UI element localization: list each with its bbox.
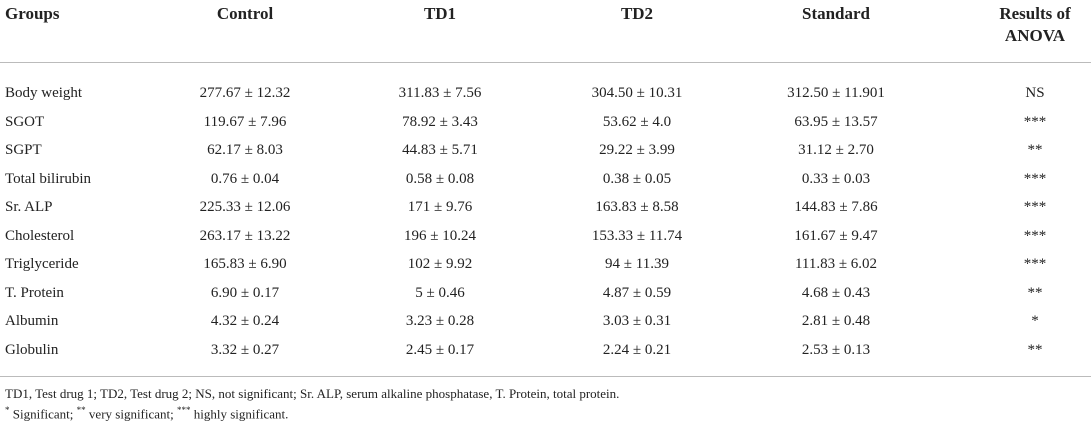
table-cell: NS <box>1025 85 1045 101</box>
row-label: Cholesterol <box>5 227 75 244</box>
table-cell: 2.53 ± 0.13 <box>801 341 871 358</box>
table-cell: 163.83 ± 8.58 <box>595 199 679 215</box>
table-cell: 4.87 ± 0.59 <box>602 284 672 301</box>
row-label: Total bilirubin <box>5 170 92 187</box>
footnote: TD1, Test drug 1; TD2, Test drug 2; NS, … <box>5 386 620 401</box>
table-cell: 312.50 ± 11.901 <box>787 85 885 101</box>
table-cell: 3.03 ± 0.31 <box>602 313 672 329</box>
table-cell: 62.17 ± 8.03 <box>207 142 283 158</box>
table-cell: 102 ± 9.92 <box>407 256 473 272</box>
significance-text: highly significant. <box>193 406 289 422</box>
table-cell: 225.33 ± 12.06 <box>199 199 291 215</box>
row-label: Triglyceride <box>5 256 79 272</box>
row-label: T. Protein <box>5 284 64 301</box>
significance-mark: *** <box>177 405 191 415</box>
significance-mark: * <box>5 405 10 415</box>
footnote: * Significant; ** very significant; *** … <box>5 405 288 422</box>
table-cell: 3.23 ± 0.28 <box>405 313 475 329</box>
table-cell: ** <box>1027 142 1043 158</box>
table-cell: 29.22 ± 3.99 <box>599 142 675 158</box>
table-cell: *** <box>1023 256 1047 272</box>
table-cell: 171 ± 9.76 <box>407 199 473 215</box>
table-cell: 2.81 ± 0.48 <box>801 313 871 329</box>
row-label: Body weight <box>5 85 83 101</box>
table-cell: 263.17 ± 13.22 <box>199 227 291 244</box>
table-cell: 311.83 ± 7.56 <box>398 85 482 101</box>
table-cell: ** <box>1027 341 1043 358</box>
column-header: Groups <box>5 4 60 23</box>
table-cell: 44.83 ± 5.71 <box>402 142 478 158</box>
table-cell: 3.32 ± 0.27 <box>210 341 280 358</box>
table-cell: 53.62 ± 4.0 <box>602 113 672 130</box>
significance-text: Significant; <box>12 406 74 422</box>
row-label: Sr. ALP <box>5 199 53 215</box>
significance-text: very significant; <box>88 406 174 422</box>
table-cell: 0.33 ± 0.03 <box>801 170 871 187</box>
table-cell: 153.33 ± 11.74 <box>591 227 683 244</box>
table-cell: 304.50 ± 10.31 <box>591 85 683 101</box>
column-header: TD2 <box>620 4 654 23</box>
table-cell: 6.90 ± 0.17 <box>210 284 280 301</box>
bottom-rule <box>0 376 1091 377</box>
table-cell: 144.83 ± 7.86 <box>794 199 878 215</box>
table-cell: 4.32 ± 0.24 <box>210 313 280 329</box>
table-cell: 0.38 ± 0.05 <box>602 170 672 187</box>
table-cell: 0.76 ± 0.04 <box>210 170 280 187</box>
row-label: SGPT <box>5 142 42 158</box>
table-cell: ** <box>1027 284 1043 301</box>
table-cell: 63.95 ± 13.57 <box>794 113 878 130</box>
row-label: SGOT <box>5 113 45 130</box>
table-cell: 111.83 ± 6.02 <box>794 256 878 272</box>
column-header: Results of ANOVA <box>999 4 1071 45</box>
table-cell: 0.58 ± 0.08 <box>405 170 475 187</box>
column-header: Standard <box>801 4 871 23</box>
table-cell: *** <box>1023 227 1047 244</box>
row-label: Globulin <box>5 341 59 358</box>
table-cell: 31.12 ± 2.70 <box>798 142 874 158</box>
table-cell: 119.67 ± 7.96 <box>203 113 287 130</box>
header-rule <box>0 62 1091 63</box>
table-cell: *** <box>1023 170 1047 187</box>
column-header: TD1 <box>423 4 457 23</box>
table-cell: 161.67 ± 9.47 <box>794 227 878 244</box>
table-cell: 165.83 ± 6.90 <box>203 256 287 272</box>
table-cell: *** <box>1023 199 1047 215</box>
significance-mark: ** <box>76 405 86 415</box>
table-cell: 196 ± 10.24 <box>404 227 476 244</box>
table-cell: 2.24 ± 0.21 <box>602 341 672 358</box>
table-cell: 5 ± 0.46 <box>415 284 465 301</box>
column-header: Control <box>216 4 274 23</box>
table-cell: 78.92 ± 3.43 <box>402 113 478 130</box>
table-cell: * <box>1031 313 1039 329</box>
row-label: Albumin <box>5 313 59 329</box>
table-cell: 2.45 ± 0.17 <box>405 341 475 358</box>
table-cell: 277.67 ± 12.32 <box>199 85 291 101</box>
table-cell: 94 ± 11.39 <box>605 256 669 272</box>
table-cell: *** <box>1023 113 1047 130</box>
table-cell: 4.68 ± 0.43 <box>801 284 871 301</box>
